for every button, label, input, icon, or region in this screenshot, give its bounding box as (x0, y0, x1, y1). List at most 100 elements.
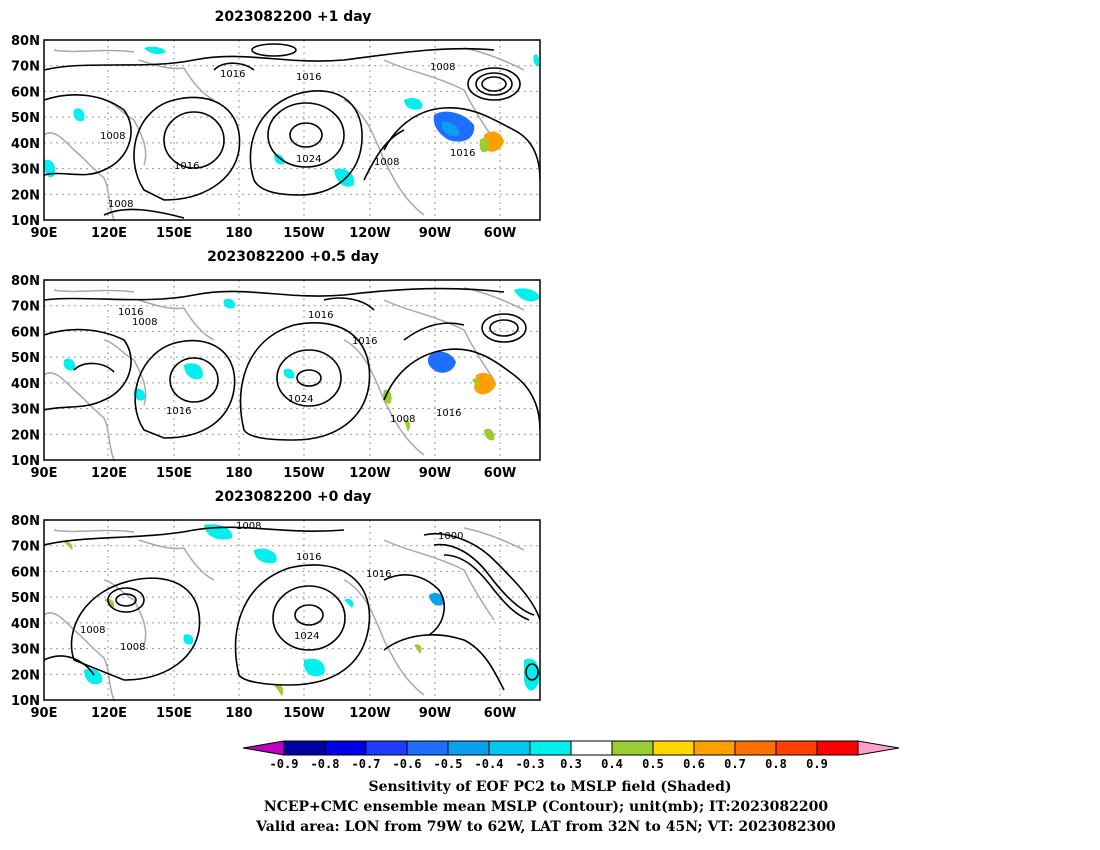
lat-label: 80N (11, 274, 40, 289)
lat-label: 80N (11, 34, 40, 49)
map-frame (43, 279, 541, 461)
contour-label: 1008 (236, 521, 261, 532)
lat-label: 30N (11, 403, 40, 418)
lon-label: 60W (484, 226, 516, 241)
contour-label: 1016 (308, 310, 333, 321)
colorbar-box (447, 740, 490, 756)
colorbar: -0.9 -0.8 -0.7 -0.6 -0.5 -0.4 -0.3 0.3 0… (242, 740, 900, 771)
contour-labels: 1016 1008 1016 1016 1016 1024 1008 1016 (118, 307, 461, 425)
contour-label: 1008 (374, 157, 399, 168)
mslp-contours (44, 526, 540, 691)
colorbar-arrow-low (242, 740, 285, 756)
lon-label: 90W (419, 706, 451, 721)
contour-label: 1008 (132, 317, 157, 328)
colorbar-arrow-high (857, 740, 900, 756)
caption-line: Valid area: LON from 79W to 62W, LAT fro… (255, 819, 836, 835)
lon-label: 150E (156, 706, 192, 721)
colorbar-tick: -0.9 (270, 757, 299, 771)
colorbar-boxes (242, 740, 900, 756)
lat-label: 20N (11, 428, 40, 443)
lat-label: 50N (11, 591, 40, 606)
lon-axis: 90E 120E 150E 180 150W 120W 90W 60W (31, 706, 517, 721)
lat-label: 20N (11, 188, 40, 203)
colorbar-ticks: -0.9 -0.8 -0.7 -0.6 -0.5 -0.4 -0.3 0.3 0… (270, 757, 828, 771)
lon-label: 90W (419, 226, 451, 241)
lat-label: 40N (11, 137, 40, 152)
lat-label: 50N (11, 111, 40, 126)
colorbar-box (488, 740, 531, 756)
contour-label: 1008 (120, 642, 145, 653)
map-frame (43, 39, 541, 221)
contour-label: 1024 (294, 631, 319, 642)
lat-label: 10N (11, 214, 40, 229)
lat-label: 30N (11, 643, 40, 658)
mslp-contours (44, 43, 540, 219)
lat-axis: 80N 70N 60N 50N 40N 30N 20N 10N (11, 514, 40, 709)
colorbar-box (816, 740, 859, 756)
lat-label: 40N (11, 617, 40, 632)
contour-label: 1016 (352, 336, 377, 347)
panel-title: 2023082200 +1 day (215, 9, 372, 25)
lat-label: 40N (11, 377, 40, 392)
colorbar-box (775, 740, 818, 756)
figure-caption: Sensitivity of EOF PC2 to MSLP field (Sh… (255, 779, 836, 835)
lon-label: 90W (419, 466, 451, 481)
lat-label: 70N (11, 60, 40, 75)
lat-label: 10N (11, 694, 40, 709)
lon-label: 150W (283, 226, 324, 241)
panel-3: 2023082200 +0 day (11, 489, 541, 721)
colorbar-tick: -0.3 (516, 757, 545, 771)
lon-label: 60W (484, 466, 516, 481)
colorbar-tick: -0.8 (311, 757, 340, 771)
lat-label: 10N (11, 454, 40, 469)
sensitivity-shading (63, 288, 540, 441)
colorbar-box (406, 740, 449, 756)
lat-label: 30N (11, 163, 40, 178)
lat-label: 60N (11, 85, 40, 100)
caption-line: NCEP+CMC ensemble mean MSLP (Contour); u… (264, 799, 828, 815)
lon-label: 150W (283, 466, 324, 481)
lon-label: 180 (225, 466, 252, 481)
lon-label: 120E (91, 226, 127, 241)
colorbar-box (365, 740, 408, 756)
contour-labels: 1008 1016 1000 1016 1008 1008 1024 (80, 521, 463, 653)
colorbar-tick: 0.5 (642, 757, 664, 771)
colorbar-tick: -0.5 (434, 757, 463, 771)
lat-label: 50N (11, 351, 40, 366)
lon-label: 120E (91, 466, 127, 481)
lat-axis: 80N 70N 60N 50N 40N 30N 20N 10N (11, 34, 40, 229)
contour-label: 1016 (296, 552, 321, 563)
panel-2: 2023082200 +0.5 day (11, 249, 541, 481)
contour-label: 1008 (390, 414, 415, 425)
lat-label: 20N (11, 668, 40, 683)
contour-label: 1016 (166, 406, 191, 417)
map-area: 1016 1016 1008 1008 1016 1024 1008 1016 … (11, 34, 541, 241)
lon-label: 150E (156, 466, 192, 481)
contour-label: 1008 (100, 131, 125, 142)
lon-axis: 90E 120E 150E 180 150W 120W 90W 60W (31, 466, 517, 481)
contour-label: 1016 (296, 72, 321, 83)
panel-title: 2023082200 +0.5 day (207, 249, 379, 265)
lon-label: 180 (225, 706, 252, 721)
colorbar-box (324, 740, 367, 756)
lon-label: 90E (31, 706, 58, 721)
lon-label: 90E (31, 466, 58, 481)
lat-label: 70N (11, 300, 40, 315)
caption-line: Sensitivity of EOF PC2 to MSLP field (Sh… (368, 779, 731, 795)
coastlines (44, 527, 525, 700)
colorbar-box (570, 740, 613, 756)
lat-axis: 80N 70N 60N 50N 40N 30N 20N 10N (11, 274, 40, 469)
contour-label: 1016 (220, 69, 245, 80)
colorbar-box (529, 740, 572, 756)
lon-axis: 90E 120E 150E 180 150W 120W 90W 60W (31, 226, 517, 241)
colorbar-tick: -0.7 (352, 757, 381, 771)
contour-label: 1016 (174, 161, 199, 172)
panel-title: 2023082200 +0 day (215, 489, 372, 505)
graticule (44, 520, 540, 700)
contour-label: 1008 (430, 62, 455, 73)
lon-label: 150W (283, 706, 324, 721)
colorbar-tick: 0.6 (683, 757, 705, 771)
colorbar-tick: 0.9 (806, 757, 828, 771)
contour-label: 1008 (80, 625, 105, 636)
